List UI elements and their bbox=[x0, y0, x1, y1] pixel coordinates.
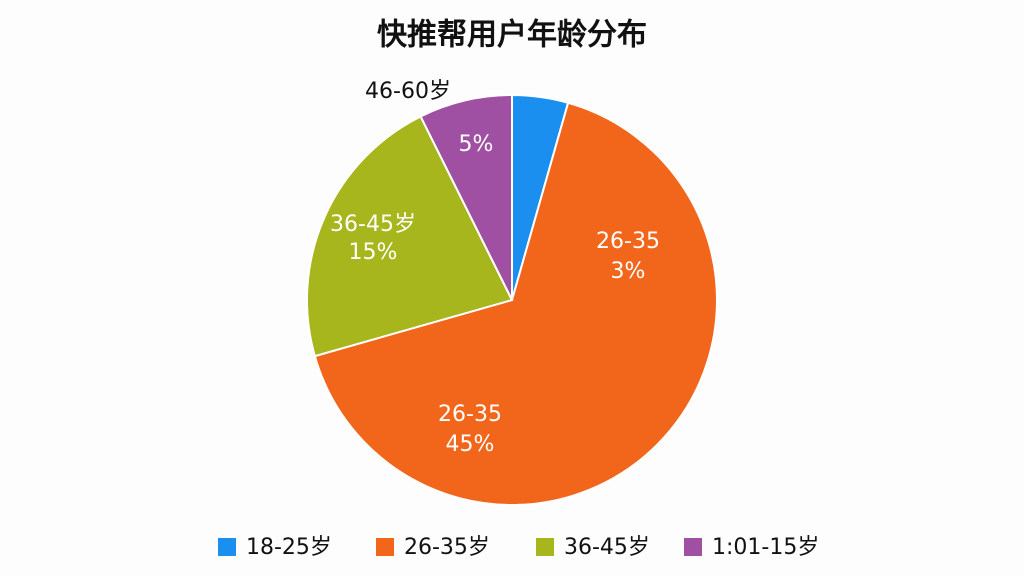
pie-slice bbox=[306, 115, 514, 358]
legend-swatch bbox=[684, 538, 702, 556]
slice-label: 46-60岁 bbox=[365, 79, 451, 104]
value-label: 3% bbox=[611, 259, 646, 284]
slice-label: 36-45岁 bbox=[330, 212, 416, 237]
legend-swatch bbox=[376, 538, 394, 556]
legend-label: 1:01-15岁 bbox=[712, 535, 819, 560]
pie-slice bbox=[419, 93, 513, 301]
legend-label: 18-25岁 bbox=[246, 535, 332, 560]
value-label: 45% bbox=[446, 432, 495, 457]
slice-label: 26-35 bbox=[438, 402, 502, 427]
legend-label: 26-35岁 bbox=[404, 535, 490, 560]
legend-swatch bbox=[218, 538, 236, 556]
slice-label: 26-35 bbox=[596, 229, 660, 254]
value-label: 5% bbox=[459, 132, 494, 157]
pie-slice bbox=[313, 101, 718, 506]
chart-title: 快推帮用户年龄分布 bbox=[377, 18, 647, 53]
legend-label: 36-45岁 bbox=[564, 535, 650, 560]
value-label: 15% bbox=[349, 240, 398, 265]
legend-swatch bbox=[536, 538, 554, 556]
